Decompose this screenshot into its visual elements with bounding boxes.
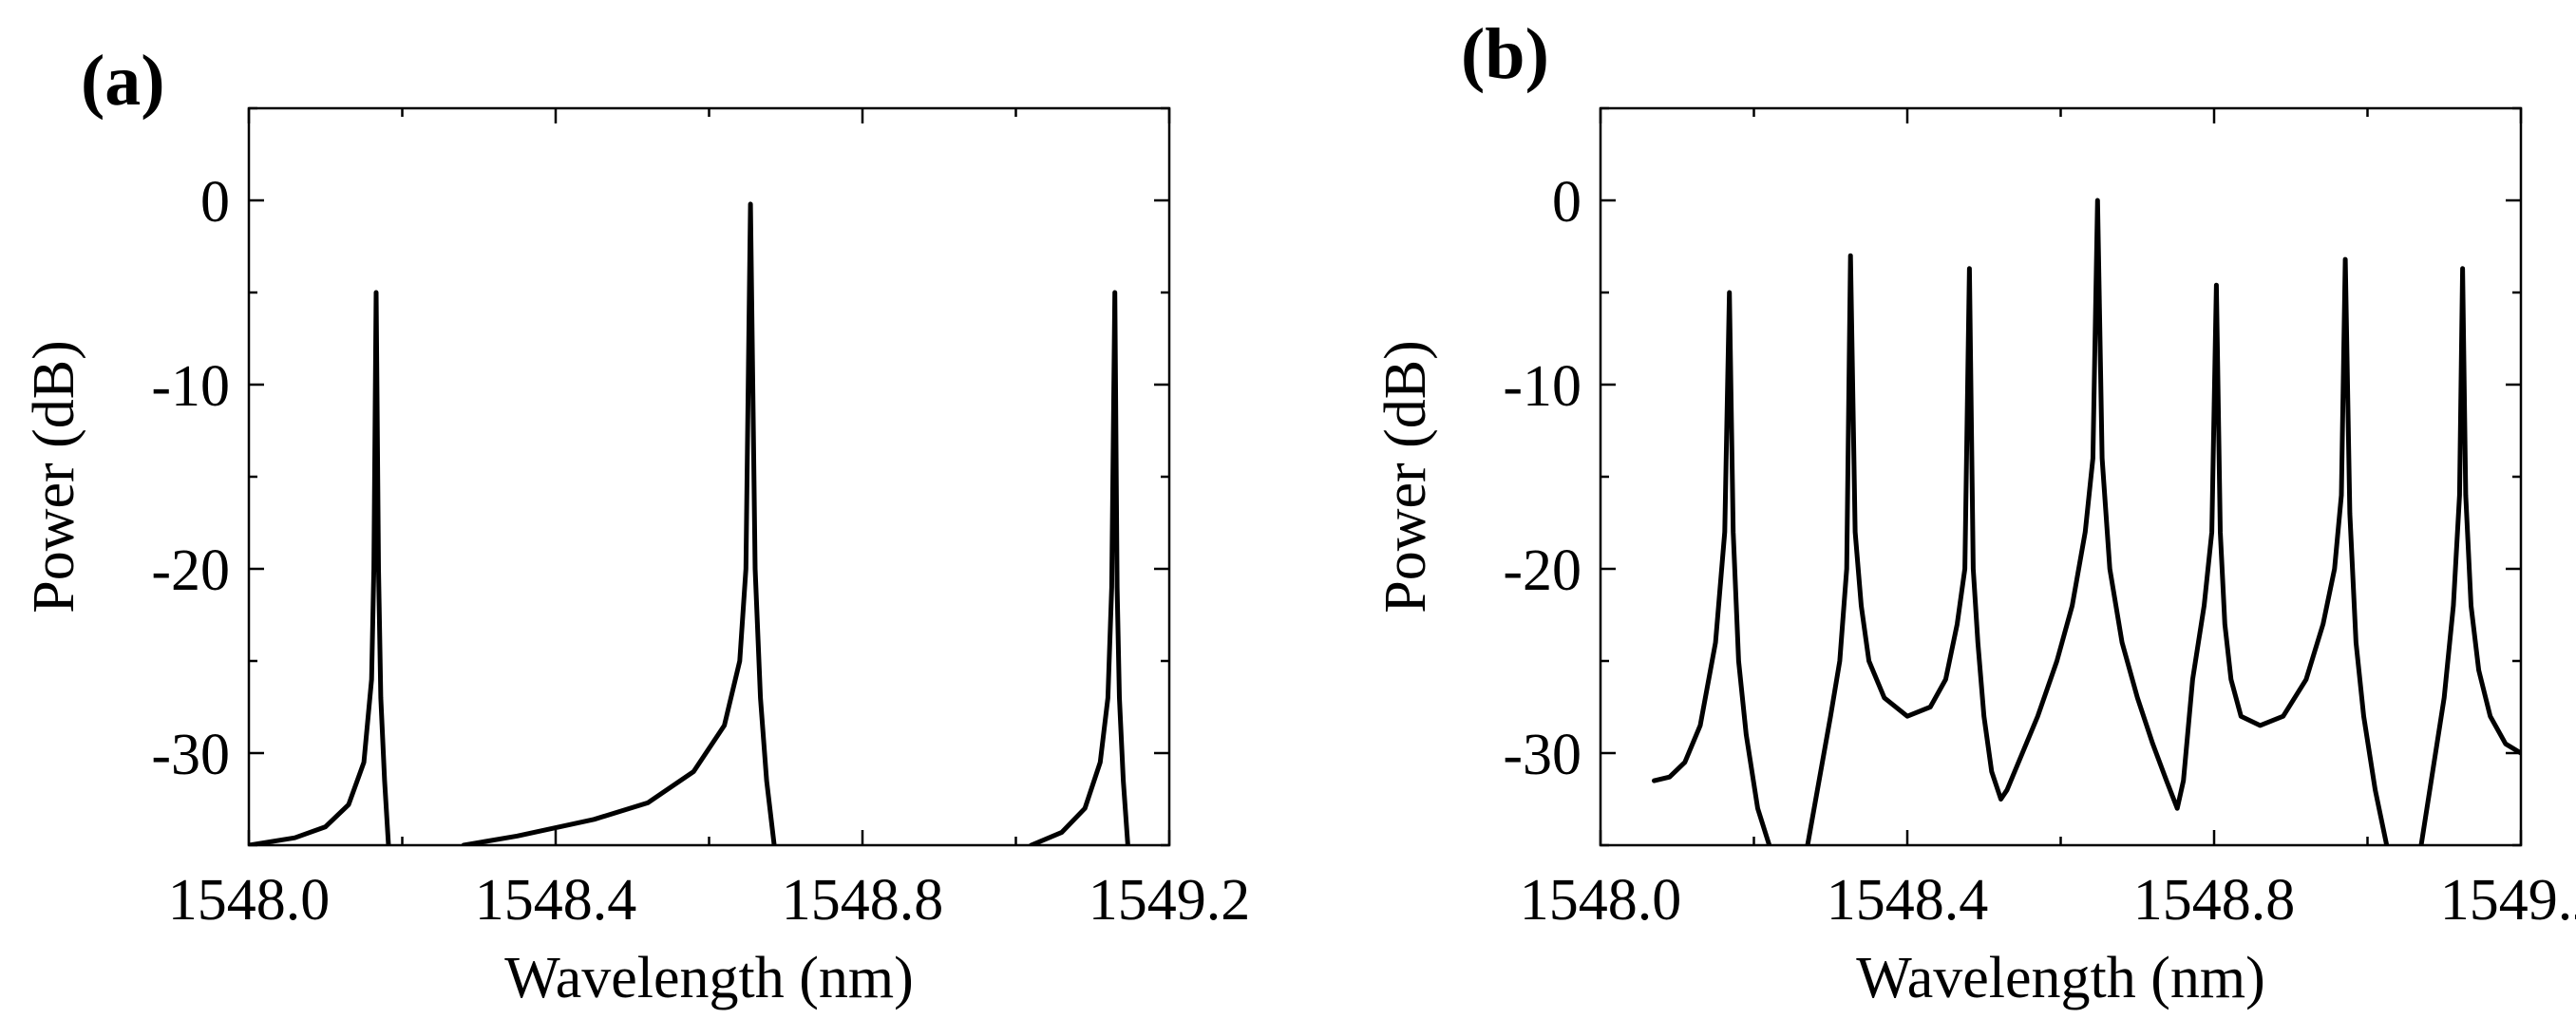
spectrum-line: [461, 201, 777, 845]
x-tick-label: 1549.2: [2440, 868, 2576, 933]
spectrum-line: [1652, 290, 1772, 845]
y-tick-label: -10: [151, 354, 230, 419]
y-tick-label: -20: [1503, 538, 1582, 603]
spectrum-line: [2418, 266, 2521, 845]
spectrum-line: [1029, 290, 1130, 845]
x-tick-label: 1548.8: [2133, 868, 2296, 933]
panel-a: (a) 1548.0 1548.4 1548.8 1549.2 0 -10 -20 -30 Wav…: [22, 41, 1250, 1010]
x-tick-label: 1548.8: [782, 868, 944, 933]
plot-frame: [1599, 106, 2523, 847]
panel-label: (b): [1461, 14, 1549, 94]
y-tick-label: -20: [151, 538, 230, 603]
y-tick-label: -30: [1503, 723, 1582, 787]
x-axis-title: Wavelength (nm): [1856, 946, 2265, 1010]
spectrum-line: [1805, 198, 2390, 845]
y-tick-label: 0: [1552, 170, 1582, 235]
panel-label: (a): [81, 41, 165, 121]
y-tick-label: 0: [200, 170, 230, 235]
x-tick-label: 1548.0: [168, 868, 331, 933]
y-axis-title: Power (dB): [22, 340, 86, 613]
series-group: [249, 201, 1130, 845]
x-axis-title: Wavelength (nm): [504, 946, 914, 1010]
panel-b: (b) 1548.0 1548.4 1548.8 1549.2 0 -10 -20 -30 Wav…: [1373, 14, 2576, 1010]
y-tick-label: -30: [151, 723, 230, 787]
series-group: [1652, 198, 2521, 845]
x-tick-label: 1548.4: [475, 868, 637, 933]
x-tick-label: 1548.0: [1520, 868, 1682, 933]
x-tick-label: 1549.2: [1089, 868, 1251, 933]
plot-frame: [247, 106, 1171, 847]
y-axis-title: Power (dB): [1373, 340, 1438, 613]
y-tick-label: -10: [1503, 354, 1582, 419]
spectrum-line: [249, 290, 391, 845]
x-tick-label: 1548.4: [1827, 868, 1989, 933]
